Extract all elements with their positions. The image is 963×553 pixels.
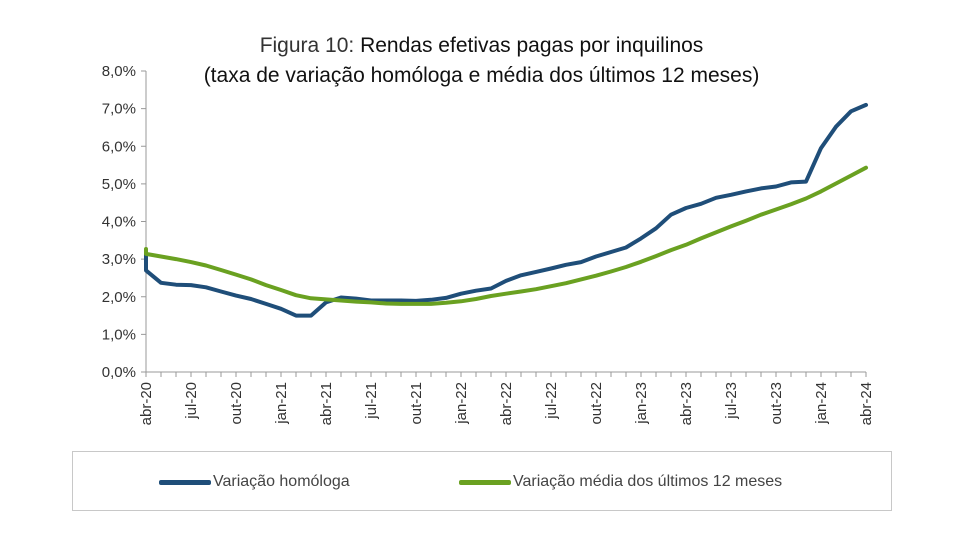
x-tick-label: abr-21	[318, 382, 335, 425]
x-tick-label: jul-20	[183, 382, 200, 420]
y-tick-label: 8,0%	[102, 63, 136, 80]
chart-title-main: Rendas efetivas pagas por inquilinos	[354, 34, 704, 57]
y-tick-label: 7,0%	[102, 101, 136, 118]
legend-item-media-12m: Variação média dos últimos 12 meses	[459, 471, 782, 493]
x-tick-label: jul-21	[363, 382, 380, 420]
x-tick-label: out-20	[228, 382, 245, 425]
chart-subtitle: (taxa de variação homóloga e média dos ú…	[203, 64, 760, 87]
legend-item-homologa: Variação homóloga	[159, 471, 350, 493]
chart-title-prefix: Figura 10:	[259, 34, 355, 57]
x-tick-label: abr-23	[678, 382, 695, 425]
x-tick-label: jan-21	[273, 382, 290, 425]
x-tick-label: jan-22	[453, 382, 470, 425]
legend-label-media-12m: Variação média dos últimos 12 meses	[513, 473, 783, 490]
x-tick-label: abr-20	[138, 382, 155, 425]
x-tick-label: out-23	[768, 382, 785, 425]
x-tick-label: jan-23	[633, 382, 650, 425]
series-line-homologa	[144, 102, 868, 318]
legend-swatch-media-12m	[459, 479, 511, 485]
y-tick-label: 2,0%	[102, 289, 136, 306]
y-tick-label: 4,0%	[102, 214, 136, 231]
x-tick-label: jul-22	[543, 382, 560, 420]
y-tick-label: 6,0%	[102, 138, 136, 155]
x-tick-label: jan-24	[813, 382, 830, 425]
chart-title: Figura 10: Rendas efetivas pagas por inq…	[0, 34, 963, 58]
y-tick-label: 1,0%	[102, 326, 136, 343]
y-tick-label: 3,0%	[102, 251, 136, 268]
x-tick-label: abr-22	[498, 382, 515, 425]
x-tick-label: out-22	[588, 382, 605, 425]
x-tick-label: jul-23	[723, 382, 740, 420]
y-tick-label: 0,0%	[102, 364, 136, 381]
legend-label-homologa: Variação homóloga	[213, 473, 350, 490]
x-tick-label: abr-24	[858, 382, 875, 425]
legend: Variação homóloga Variação média dos últ…	[72, 451, 892, 511]
series-line-media-12m	[144, 165, 868, 306]
legend-swatch-homologa	[159, 479, 211, 485]
y-tick-label: 5,0%	[102, 176, 136, 193]
x-tick-label: out-21	[408, 382, 425, 425]
